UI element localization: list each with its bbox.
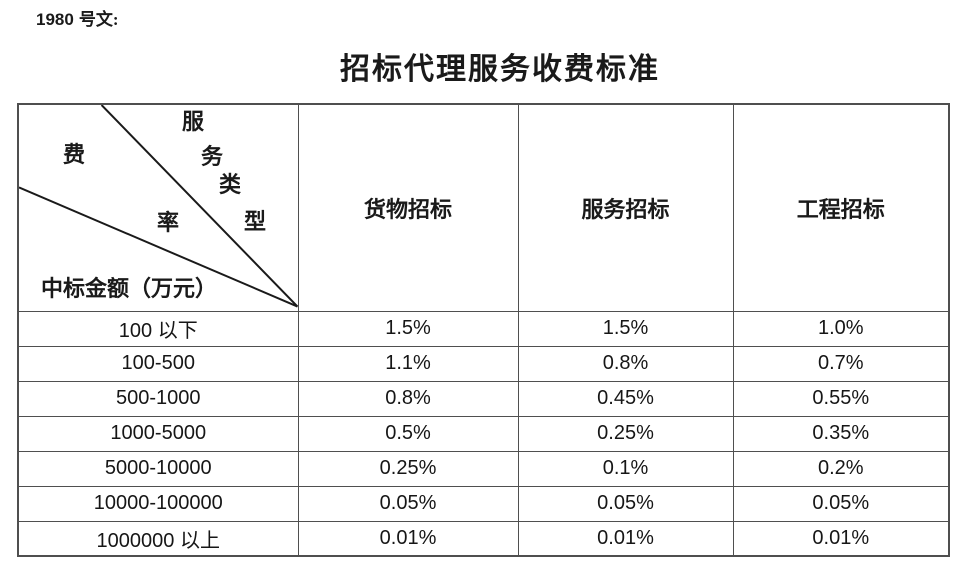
amount-range-cell: 1000-5000 [17,415,299,452]
amount-range-cell: 500-1000 [17,380,299,417]
corner-label-service-char-4: 型 [243,209,267,234]
amount-range-cell: 100-500 [17,345,299,382]
table-row: 1000-5000 0.5% 0.25% 0.35% [17,415,950,452]
amount-range-cell: 10000-100000 [17,485,299,522]
doc-number-label: 1980 号文: [36,5,119,30]
fee-table: 费 率 服 务 类 型 中标金额（万元） 货物招标 服务招标 工程招标 100 … [17,103,950,557]
rate-cell: 0.8% [297,380,519,417]
rate-cell: 0.55% [732,380,950,417]
rate-cell: 0.05% [297,485,519,522]
column-header-goods: 货物招标 [297,103,519,312]
rate-cell: 0.45% [517,380,734,417]
rate-cell: 1.0% [732,310,950,347]
table-row: 10000-100000 0.05% 0.05% 0.05% [17,485,950,522]
rate-cell: 0.05% [732,485,950,522]
amount-range-cell: 1000000 以上 [17,520,299,557]
corner-label-fee-char-1: 费 [62,142,86,167]
doc-number: 1980 [36,10,74,29]
rate-cell: 0.2% [732,450,950,487]
table-row: 100-500 1.1% 0.8% 0.7% [17,345,950,382]
amount-range-cell: 100 以下 [17,310,299,347]
corner-header-cell: 费 率 服 务 类 型 中标金额（万元） [17,103,299,312]
page-title: 招标代理服务收费标准 [340,53,660,86]
rate-cell: 0.7% [732,345,950,382]
rate-cell: 0.01% [517,520,734,557]
rate-cell: 0.25% [517,415,734,452]
rate-cell: 0.1% [517,450,734,487]
table-row: 100 以下 1.5% 1.5% 1.0% [17,310,950,347]
table-row: 5000-10000 0.25% 0.1% 0.2% [17,450,950,487]
corner-label-service-char-1: 服 [181,109,205,134]
table-row: 500-1000 0.8% 0.45% 0.55% [17,380,950,417]
diagonal-divider-lines [19,105,297,308]
corner-label-amount: 中标金额（万元） [41,275,218,301]
rate-cell: 1.1% [297,345,519,382]
rate-cell: 0.8% [517,345,734,382]
rate-cell: 1.5% [297,310,519,347]
doc-number-suffix: 号文: [78,10,119,29]
rate-cell: 0.5% [297,415,519,452]
amount-range-cell: 5000-10000 [17,450,299,487]
corner-label-service-char-3: 类 [218,172,242,197]
corner-label-fee-char-2: 率 [156,210,180,235]
rate-cell: 0.05% [517,485,734,522]
corner-label-service-char-2: 务 [200,144,224,169]
table-row: 1000000 以上 0.01% 0.01% 0.01% [17,520,950,557]
table-header-row: 费 率 服 务 类 型 中标金额（万元） 货物招标 服务招标 工程招标 [17,103,950,312]
rate-cell: 0.01% [297,520,519,557]
rate-cell: 0.01% [732,520,950,557]
rate-cell: 0.35% [732,415,950,452]
rate-cell: 0.25% [297,450,519,487]
column-header-engineering: 工程招标 [732,103,950,312]
column-header-service: 服务招标 [517,103,734,312]
rate-cell: 1.5% [517,310,734,347]
